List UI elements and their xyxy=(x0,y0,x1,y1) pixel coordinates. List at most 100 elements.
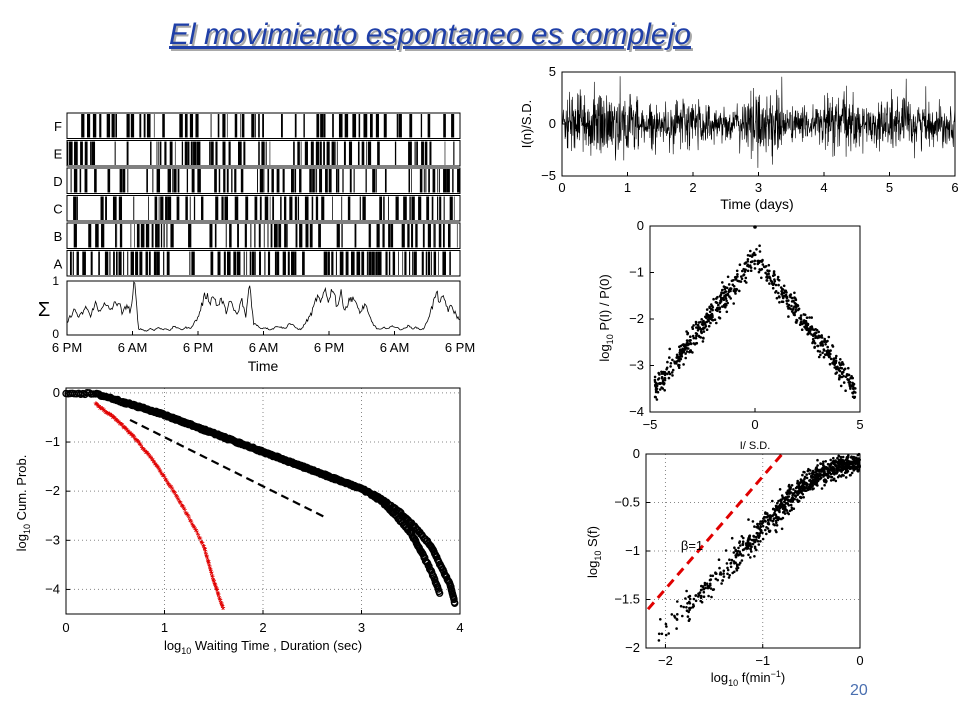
spectrum-point xyxy=(831,465,834,469)
spectrum-point xyxy=(805,473,808,476)
distribution-point xyxy=(704,315,707,319)
spectrum-point xyxy=(764,528,767,532)
survival-marker xyxy=(166,413,174,421)
raster-bar xyxy=(337,169,340,193)
survival-marker: * xyxy=(103,408,108,420)
survival-marker: * xyxy=(216,591,221,603)
spectrum-point xyxy=(707,594,710,598)
spectrum-point xyxy=(787,512,790,516)
distribution-point xyxy=(799,316,802,320)
spectrum-point xyxy=(769,518,772,522)
distribution-point xyxy=(835,354,838,358)
distribution-point xyxy=(799,314,803,317)
survival-marker: * xyxy=(204,550,209,562)
raster-bar xyxy=(264,251,266,275)
raster-bar xyxy=(225,224,227,248)
distribution-point xyxy=(739,280,743,283)
distribution-point xyxy=(805,326,808,330)
spectrum-xlabel: log10 f(min−1) xyxy=(711,669,785,688)
raster-bar xyxy=(84,141,88,165)
raster-bar xyxy=(294,114,297,138)
distribution-point xyxy=(844,389,847,393)
raster-bar xyxy=(254,114,256,138)
spectrum-point xyxy=(697,595,700,598)
survival-marker: * xyxy=(115,417,120,429)
raster-xtick-label: 6 PM xyxy=(445,340,475,355)
raster-bar xyxy=(187,141,190,165)
distribution-point xyxy=(842,381,846,384)
distribution-point xyxy=(685,350,689,353)
spectrum-point xyxy=(790,484,794,487)
raster-bar xyxy=(421,141,424,165)
survival-ytick-label: −1 xyxy=(45,434,60,449)
distribution-point xyxy=(846,378,850,382)
raster-bar xyxy=(362,196,366,220)
raster-bar xyxy=(84,169,88,193)
distribution-point xyxy=(777,291,780,295)
raster-bar xyxy=(240,114,241,138)
spectrum-point xyxy=(740,535,744,538)
distribution-point xyxy=(804,319,808,323)
raster-bar xyxy=(286,224,288,248)
survival-marker: * xyxy=(177,498,182,510)
distribution-point xyxy=(678,357,681,361)
raster-bar xyxy=(315,196,319,220)
raster-bar xyxy=(79,169,82,193)
distribution-point xyxy=(722,291,725,295)
survival-chart: ****************************************… xyxy=(14,385,464,656)
spectrum-point xyxy=(819,468,822,472)
distribution-point xyxy=(838,369,842,373)
distribution-point xyxy=(777,295,781,298)
raster-bar xyxy=(325,169,328,193)
survival-marker: * xyxy=(122,424,127,436)
raster-bar xyxy=(118,196,123,220)
signal-xtick-label: 2 xyxy=(689,180,696,195)
distribution-point xyxy=(828,362,832,366)
distribution-point xyxy=(711,314,714,317)
distribution-point xyxy=(765,279,768,282)
spectrum-point xyxy=(760,522,764,526)
raster-bar xyxy=(446,169,450,193)
survival-marker: * xyxy=(114,415,119,427)
distribution-point xyxy=(696,323,700,327)
spectrum-point xyxy=(837,458,841,462)
spectrum-point xyxy=(747,518,750,521)
survival-marker: * xyxy=(211,575,216,587)
spectrum-point xyxy=(726,568,730,572)
distribution-point xyxy=(725,299,728,303)
spectrum-point xyxy=(814,478,818,482)
raster-bar xyxy=(411,196,415,220)
distribution-point xyxy=(811,337,815,341)
signal-xtick-label: 5 xyxy=(886,180,893,195)
distribution-point xyxy=(692,324,695,327)
raster-bar xyxy=(145,224,150,248)
spectrum-point xyxy=(841,473,844,477)
distribution-point xyxy=(718,310,722,314)
raster-bar xyxy=(112,196,117,220)
survival-marker: * xyxy=(218,595,223,607)
raster-bar xyxy=(372,169,376,193)
raster-bar xyxy=(323,141,325,165)
survival-marker: * xyxy=(163,475,168,487)
raster-bar xyxy=(109,251,111,275)
spectrum-point xyxy=(737,546,740,550)
raster-bar xyxy=(222,141,226,165)
raster-bar xyxy=(104,251,109,275)
distribution-point xyxy=(666,372,669,376)
raster-row-label: C xyxy=(53,201,62,216)
survival-marker: * xyxy=(200,540,205,552)
spectrum-point xyxy=(788,491,791,495)
raster-bar xyxy=(261,141,265,165)
raster-bar xyxy=(284,224,287,248)
spectrum-point xyxy=(773,509,777,512)
spectrum-point xyxy=(790,506,794,510)
spectrum-point xyxy=(801,479,805,483)
raster-bar xyxy=(444,141,446,165)
raster-bar xyxy=(236,251,241,275)
raster-bar xyxy=(408,169,411,193)
spectrum-point xyxy=(739,544,742,547)
spectrum-point xyxy=(733,570,736,574)
distribution-point xyxy=(762,265,766,269)
raster-bar xyxy=(233,251,237,275)
raster-bar xyxy=(227,251,231,275)
